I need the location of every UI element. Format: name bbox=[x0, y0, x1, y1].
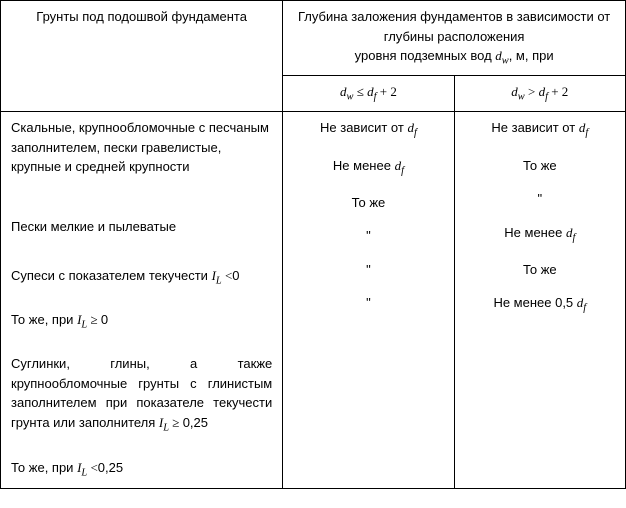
c1-r4: " bbox=[293, 226, 443, 246]
c1-r2: Не менее df bbox=[293, 156, 443, 179]
hdr-cond-le: dw ≤ df + 2 bbox=[283, 76, 454, 112]
hdr-right-c: , м, при bbox=[509, 48, 554, 63]
soil-row-1: Скальные, крупнообломочные с песчаным за… bbox=[11, 118, 272, 203]
c1-r1: Не зависит от df bbox=[293, 118, 443, 141]
hdr-left: Грунты под подошвой фундамента bbox=[1, 1, 283, 112]
cond-le-expr: dw ≤ df + 2 bbox=[340, 84, 397, 99]
dw-symbol: dw bbox=[495, 48, 508, 63]
hdr-right-top: Глубина заложения фундаментов в зависимо… bbox=[283, 1, 626, 76]
soil-row-6: То же, при IL <0,25 bbox=[11, 458, 272, 481]
c2-r2: То же bbox=[465, 156, 615, 176]
c2-r1: Не зависит от df bbox=[465, 118, 615, 141]
header-row-1: Грунты под подошвой фундамента Глубина з… bbox=[1, 1, 626, 76]
c1-r6: " bbox=[293, 293, 443, 313]
col-cond2: Не зависит от df То же " Не менее df То … bbox=[454, 112, 625, 488]
soil-row-4: То же, при IL ≥ 0 bbox=[11, 310, 272, 340]
c2-r4: Не менее df bbox=[465, 223, 615, 246]
soil-row-5: Суглинки, глины, а также крупнообломочны… bbox=[11, 354, 272, 444]
c2-r3: " bbox=[465, 189, 615, 209]
data-row: Скальные, крупнообломочные с песчаным за… bbox=[1, 112, 626, 488]
c1-r3: То же bbox=[293, 193, 443, 213]
hdr-right-a: Глубина заложения фундаментов в зависимо… bbox=[298, 9, 610, 44]
col-soils: Скальные, крупнообломочные с песчаным за… bbox=[1, 112, 283, 488]
c2-r6: Не менее 0,5 df bbox=[465, 293, 615, 316]
soil-row-2: Пески мелкие и пылеватые bbox=[11, 217, 272, 252]
foundations-depth-table: Грунты под подошвой фундамента Глубина з… bbox=[0, 0, 626, 489]
hdr-cond-gt: dw > df + 2 bbox=[454, 76, 625, 112]
cond-gt-expr: dw > df + 2 bbox=[511, 84, 568, 99]
col-cond1: Не зависит от df Не менее df То же " " " bbox=[283, 112, 454, 488]
soil-row-3: Супеси с показателем текучести IL <0 bbox=[11, 266, 272, 296]
hdr-left-text: Грунты под подошвой фундамента bbox=[36, 9, 247, 24]
c1-r5: " bbox=[293, 260, 443, 280]
c2-r5: То же bbox=[465, 260, 615, 280]
hdr-right-b: уровня подземных вод bbox=[355, 48, 496, 63]
